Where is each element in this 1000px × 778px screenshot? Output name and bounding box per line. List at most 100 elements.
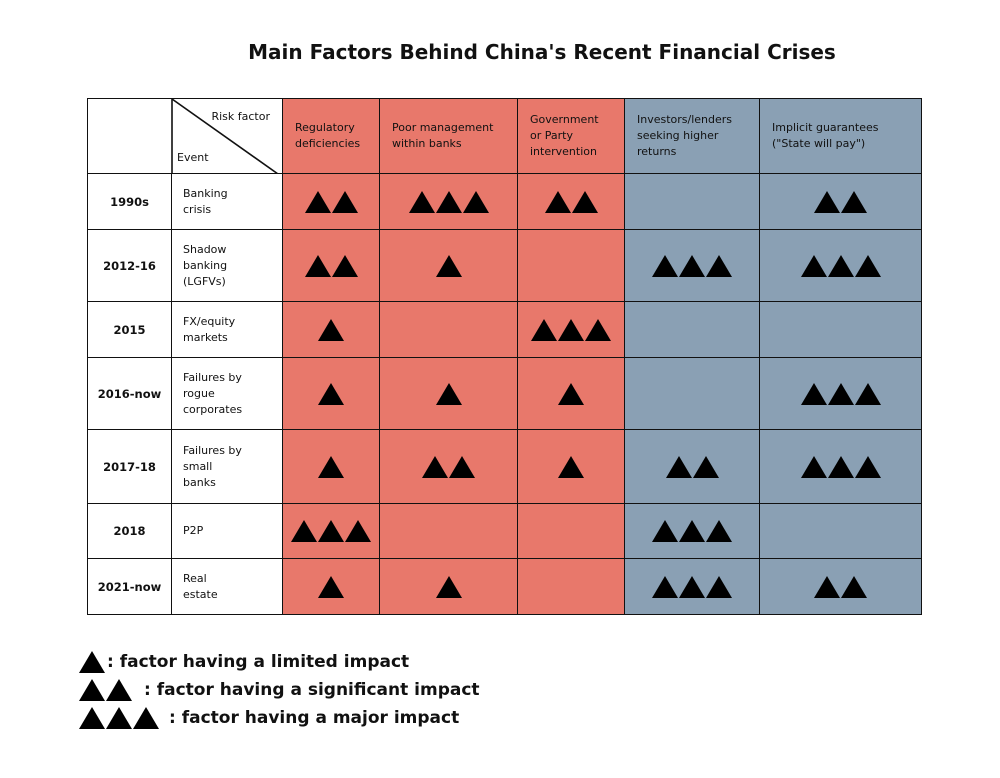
impact-triangle-icon <box>854 382 881 405</box>
corner-diagonal <box>171 99 279 174</box>
row-year: 2012-16 <box>87 229 172 302</box>
impact-triangle-icon <box>291 520 317 542</box>
corner-column-label: Risk factor <box>211 110 270 123</box>
impact-triangle-icon <box>679 254 705 277</box>
table-row: 2018 P2P <box>87 503 922 559</box>
impact-triangle-icon <box>585 318 611 341</box>
impact-triangle-icon <box>435 382 462 405</box>
legend-item: : factor having a major impact <box>78 707 459 729</box>
impact-triangle-icon <box>132 707 159 729</box>
impact-triangle-icon <box>800 455 827 478</box>
row-event: Banking crisis <box>171 173 283 230</box>
column-header: Implicit guarantees ("State will pay") <box>759 98 922 174</box>
impact-cell <box>759 503 922 559</box>
impact-cell <box>379 429 518 504</box>
row-event: Failures by small banks <box>171 429 283 504</box>
impact-triangle-icon <box>706 520 732 542</box>
impact-cell <box>624 503 760 559</box>
impact-cell <box>282 229 380 302</box>
impact-triangle-icon <box>422 455 448 478</box>
impact-triangle-icon <box>105 707 132 729</box>
row-year: 2021-now <box>87 558 172 615</box>
impact-triangle-icon <box>331 190 358 213</box>
impact-cell <box>759 301 922 358</box>
row-year: 2016-now <box>87 357 172 430</box>
impact-triangle-icon <box>449 455 475 478</box>
impact-triangle-icon <box>558 455 584 478</box>
impact-triangle-icon <box>435 190 462 213</box>
impact-cell <box>379 558 518 615</box>
impact-triangle-icon <box>345 520 371 542</box>
table-row: 2015 FX/equity markets <box>87 301 922 358</box>
impact-triangle-icon <box>78 679 105 701</box>
impact-triangle-icon <box>558 318 584 341</box>
impact-triangle-icon <box>531 318 557 341</box>
impact-triangle-icon <box>652 575 678 598</box>
impact-triangle-icon <box>679 575 705 598</box>
impact-triangle-icon <box>706 575 732 598</box>
impact-cell <box>282 429 380 504</box>
impact-cell <box>759 429 922 504</box>
row-event: Real estate <box>171 558 283 615</box>
impact-cell <box>624 173 760 230</box>
impact-cell <box>517 357 625 430</box>
row-year: 1990s <box>87 173 172 230</box>
row-year: 2015 <box>87 301 172 358</box>
impact-cell <box>282 173 380 230</box>
impact-cell <box>759 558 922 615</box>
column-header: Regulatory deficiencies <box>282 98 380 174</box>
impact-triangle-icon <box>304 254 331 277</box>
table-row: 2021-now Real estate <box>87 558 922 615</box>
chart-title: Main Factors Behind China's Recent Finan… <box>248 40 836 64</box>
impact-cell <box>517 558 625 615</box>
impact-triangle-icon <box>318 520 344 542</box>
impact-cell <box>759 173 922 230</box>
impact-cell <box>379 229 518 302</box>
impact-cell <box>379 503 518 559</box>
row-year: 2018 <box>87 503 172 559</box>
corner-row-label: Event <box>177 151 209 164</box>
impact-cell <box>282 301 380 358</box>
impact-triangle-icon <box>105 679 132 701</box>
corner-header: Risk factor Event <box>87 98 283 174</box>
impact-triangle-icon <box>814 190 840 213</box>
impact-cell <box>379 357 518 430</box>
impact-triangle-icon <box>304 190 331 213</box>
impact-triangle-icon <box>558 382 584 405</box>
table-row: 2016-now Failures by rogue corporates <box>87 357 922 430</box>
impact-triangle-icon <box>435 575 462 598</box>
impact-triangle-icon <box>462 190 489 213</box>
row-event: P2P <box>171 503 283 559</box>
row-event: FX/equity markets <box>171 301 283 358</box>
impact-triangle-icon <box>841 190 867 213</box>
impact-triangle-icon <box>814 575 840 598</box>
table-row: 2017-18 Failures by small banks <box>87 429 922 504</box>
impact-triangle-icon <box>854 254 881 277</box>
impact-triangle-icon <box>78 707 105 729</box>
impact-triangle-icon <box>841 575 867 598</box>
impact-triangle-icon <box>318 575 344 598</box>
legend-item: : factor having a significant impact <box>78 679 480 701</box>
column-header: Government or Party intervention <box>517 98 625 174</box>
impact-triangle-icon <box>692 455 719 478</box>
impact-cell <box>624 558 760 615</box>
impact-cell <box>379 301 518 358</box>
factors-table: Risk factor Event Regulatory deficiencies… <box>87 98 922 615</box>
impact-triangle-icon <box>800 382 827 405</box>
impact-cell <box>282 357 380 430</box>
impact-triangle-icon <box>318 382 344 405</box>
impact-triangle-icon <box>318 318 344 341</box>
impact-cell <box>624 357 760 430</box>
row-event: Failures by rogue corporates <box>171 357 283 430</box>
row-event: Shadow banking (LGFVs) <box>171 229 283 302</box>
impact-cell <box>624 229 760 302</box>
impact-cell <box>282 503 380 559</box>
row-year: 2017-18 <box>87 429 172 504</box>
impact-triangle-icon <box>331 254 358 277</box>
impact-triangle-icon <box>408 190 435 213</box>
impact-cell <box>759 357 922 430</box>
impact-cell <box>517 229 625 302</box>
impact-triangle-icon <box>652 254 678 277</box>
impact-cell <box>379 173 518 230</box>
impact-cell <box>517 173 625 230</box>
